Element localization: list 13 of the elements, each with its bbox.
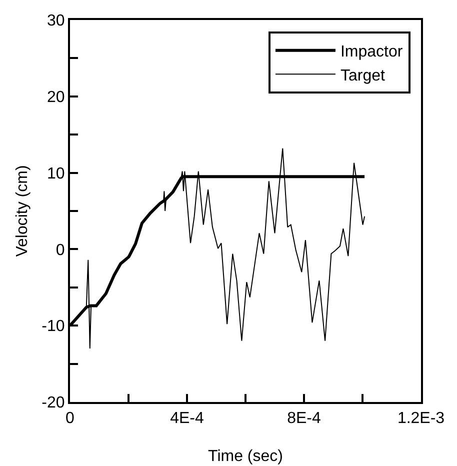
y-axis-title: Velocity (cm) <box>14 165 31 257</box>
y-tick-label: 0 <box>56 242 65 259</box>
y-tick-label: -10 <box>42 318 65 336</box>
x-tick-label: 4E-4 <box>170 410 204 428</box>
y-tick-label: -20 <box>42 394 65 412</box>
x-axis-title: Time (sec) <box>208 448 283 465</box>
x-tick-label: 8E-4 <box>287 410 321 428</box>
y-tick-label: 30 <box>47 12 65 30</box>
x-tick-label: 1.2E-3 <box>397 410 445 428</box>
y-tick-label: 10 <box>47 165 65 182</box>
legend-label: Impactor <box>340 44 404 61</box>
y-tick-label: 20 <box>47 89 65 106</box>
legend-label: Target <box>340 67 386 84</box>
